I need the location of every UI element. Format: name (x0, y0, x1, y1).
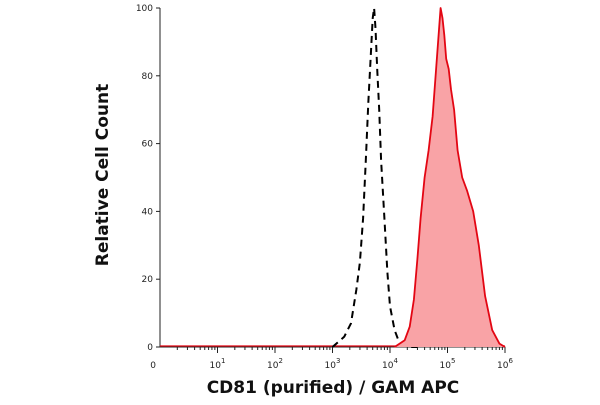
y-tick-label: 80 (142, 72, 154, 82)
x-tick-label: 101 (210, 357, 226, 371)
x-axis-title: CD81 (purified) / GAM APC (207, 378, 460, 398)
control-histogram-line (331, 7, 418, 348)
y-tick-label: 40 (142, 207, 154, 217)
x-tick-label: 105 (440, 357, 456, 371)
x-tick-label: 106 (497, 357, 513, 371)
stained-histogram-fill (394, 8, 505, 347)
y-axis-title: Relative Cell Count (93, 84, 113, 266)
y-tick-label: 0 (147, 343, 153, 353)
y-tick-label: 20 (142, 275, 154, 285)
x-tick-label: 102 (267, 357, 283, 371)
y-tick-label: 100 (136, 4, 153, 14)
x-tick-label: 103 (325, 357, 341, 371)
x-tick-label: 104 (382, 357, 398, 371)
x-origin-label: 0 (150, 361, 156, 371)
plot-area: 0 20 40 60 80 100 101 102 103 104 105 106 0 (136, 4, 514, 371)
stained-histogram-line (394, 7, 506, 348)
y-tick-label: 60 (142, 140, 154, 150)
